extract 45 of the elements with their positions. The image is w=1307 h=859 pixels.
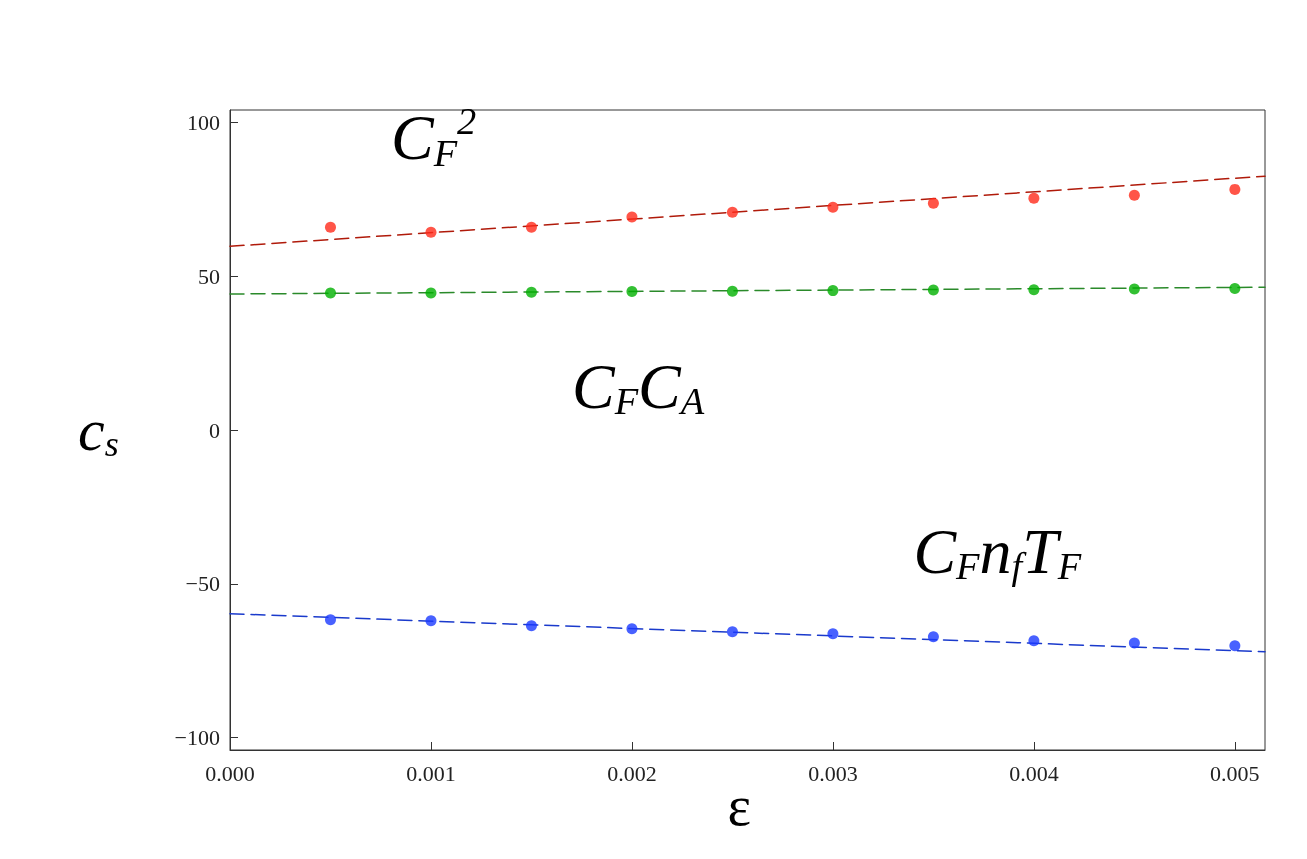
point: [525, 221, 537, 233]
point: [1128, 283, 1140, 295]
point: [827, 201, 839, 213]
point: [1229, 640, 1241, 652]
x-tick-label: 0.001: [406, 760, 456, 786]
y-tick-label: −50: [185, 571, 220, 597]
point: [626, 211, 638, 223]
point: [325, 287, 336, 299]
point: [827, 285, 839, 297]
x-tick-label: 0.004: [1009, 760, 1059, 786]
y-tick-label: 50: [198, 263, 220, 289]
point: [927, 631, 939, 643]
x-axis-title: ε: [727, 775, 752, 837]
point: [425, 226, 437, 238]
point: [927, 197, 939, 209]
point: [1128, 637, 1140, 649]
point: [1229, 183, 1241, 195]
point: [1028, 192, 1040, 204]
x-tick-label: 0.000: [205, 760, 255, 786]
series-label: CFnfTF: [913, 516, 1082, 588]
point: [1028, 284, 1040, 296]
point: [726, 206, 738, 218]
x-tick-label: 0.003: [808, 760, 858, 786]
series-label: CFCA: [571, 351, 705, 423]
point: [325, 221, 336, 233]
point: [525, 286, 537, 298]
point: [726, 626, 738, 638]
point: [626, 286, 638, 298]
x-tick-label: 0.002: [607, 760, 657, 786]
y-tick-label: −100: [174, 725, 220, 751]
point: [525, 620, 537, 632]
y-tick-label: 0: [209, 417, 220, 443]
point: [827, 628, 839, 640]
point: [1028, 635, 1040, 647]
point: [1229, 282, 1241, 294]
y-tick-label: 100: [187, 109, 220, 135]
y-axis-title: cs: [78, 397, 119, 464]
x-tick-label: 0.005: [1210, 760, 1260, 786]
point: [1128, 189, 1140, 201]
point: [927, 284, 939, 296]
point: [425, 615, 437, 627]
point: [726, 285, 738, 297]
point: [325, 614, 336, 626]
point: [626, 623, 638, 635]
point: [425, 287, 437, 299]
